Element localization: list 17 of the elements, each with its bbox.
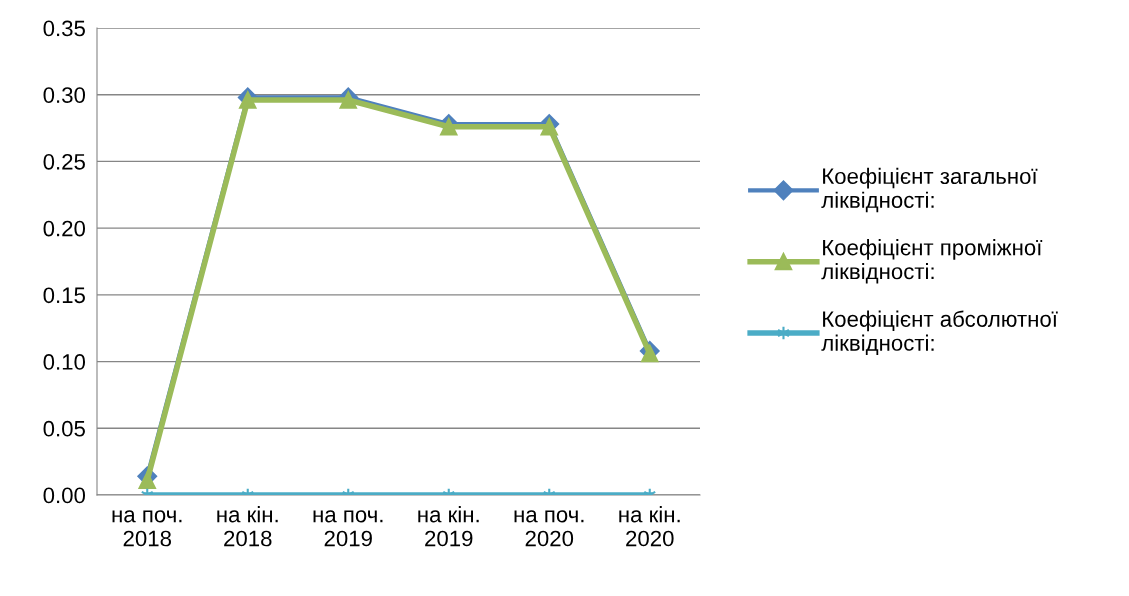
x-tick-label: на кін. 2019 [418,506,479,547]
x-tick-label: на кін. 2018 [217,506,278,547]
y-tick-label: 0.35 [43,20,85,37]
y-tick-label: 0.10 [43,354,86,370]
legend-label: Коефіцієнт абсолютної ліквідності: [821,310,1058,356]
x-tick-label: на поч. 2018 [112,510,182,547]
y-tick-label: 0.15 [43,287,85,304]
y-tick-label: 0.05 [43,420,85,437]
y-tick-label: 0.30 [43,87,86,103]
legend-label: Коефіцієнт загальної ліквідності: [821,167,1038,213]
x-tick-label: на поч. 2019 [313,510,383,547]
legend-label: Коефіцієнт проміжної ліквідності: [821,239,1043,284]
x-tick-label: на кін. 2020 [619,506,680,547]
y-tick-label: 0.00 [43,487,86,504]
y-tick-label: 0.25 [43,153,85,170]
x-tick-label: на поч. 2020 [514,510,584,547]
y-tick-label: 0.20 [43,220,86,237]
